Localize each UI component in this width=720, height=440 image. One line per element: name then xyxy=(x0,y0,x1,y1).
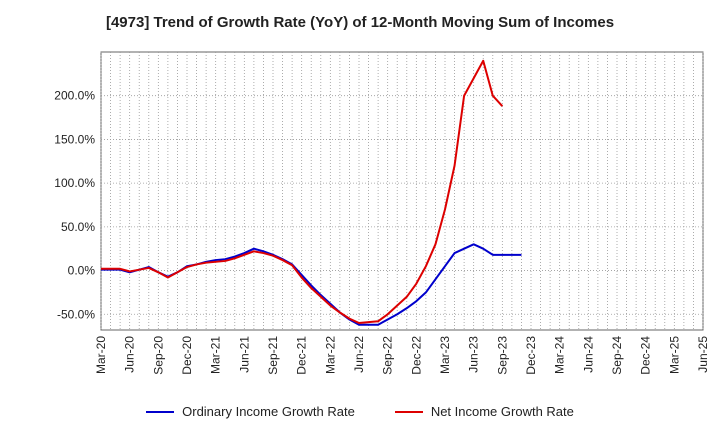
y-tick-labels: -50.0% 0.0% 50.0% 100.0% 150.0% 200.0% xyxy=(54,89,95,322)
x-tick-label: Dec-23 xyxy=(524,336,538,375)
grid-layer xyxy=(100,52,704,330)
x-tick-label: Sep-23 xyxy=(495,336,509,375)
x-tick-label: Mar-20 xyxy=(94,336,108,374)
x-tick-label: Jun-25 xyxy=(696,336,710,373)
legend-label-ordinary: Ordinary Income Growth Rate xyxy=(182,404,355,419)
y-tick-label: 50.0% xyxy=(61,220,95,234)
x-tick-label: Sep-24 xyxy=(610,336,624,375)
legend-item-net: Net Income Growth Rate xyxy=(394,404,574,419)
x-tick-label: Sep-20 xyxy=(151,336,165,375)
series-layer xyxy=(101,59,522,326)
legend-swatch-ordinary xyxy=(146,410,175,413)
y-tick-label: 200.0% xyxy=(54,89,95,103)
legend-item-ordinary: Ordinary Income Growth Rate xyxy=(146,404,355,419)
x-tick-label: Dec-22 xyxy=(409,336,423,375)
chart-title: [4973] Trend of Growth Rate (YoY) of 12-… xyxy=(105,14,615,31)
x-tick-label: Mar-22 xyxy=(323,336,337,374)
y-tick-label: 100.0% xyxy=(54,176,95,190)
x-tick-label: Dec-21 xyxy=(295,336,309,375)
x-tick-label: Dec-20 xyxy=(180,336,194,375)
x-tick-label: Mar-21 xyxy=(209,336,223,374)
legend: Ordinary Income Growth Rate Net Income G… xyxy=(0,404,720,419)
series-line-net-income xyxy=(101,59,504,325)
y-tick-label: 0.0% xyxy=(68,264,96,278)
x-tick-label: Mar-24 xyxy=(553,336,567,374)
y-tick-label: 150.0% xyxy=(54,132,95,146)
legend-label-net: Net Income Growth Rate xyxy=(430,404,574,419)
x-tick-label: Mar-25 xyxy=(667,336,681,374)
x-tick-labels: Mar-20 Jun-20 Sep-20 Dec-20 Mar-21 Jun-21 Sep-… xyxy=(94,336,710,375)
x-tick-label: Jun-23 xyxy=(467,336,481,373)
legend-swatch-net xyxy=(394,410,423,413)
x-tick-label: Jun-21 xyxy=(237,336,251,373)
x-tick-label: Sep-22 xyxy=(381,336,395,375)
x-tick-label: Mar-23 xyxy=(438,336,452,374)
x-tick-label: Jun-22 xyxy=(352,336,366,373)
x-tick-label: Sep-21 xyxy=(266,336,280,375)
x-tick-label: Jun-20 xyxy=(123,336,137,373)
y-tick-label: -50.0% xyxy=(57,307,95,321)
x-tick-label: Dec-24 xyxy=(639,336,653,375)
plot-area-frame xyxy=(100,51,704,331)
x-tick-label: Jun-24 xyxy=(581,336,595,373)
